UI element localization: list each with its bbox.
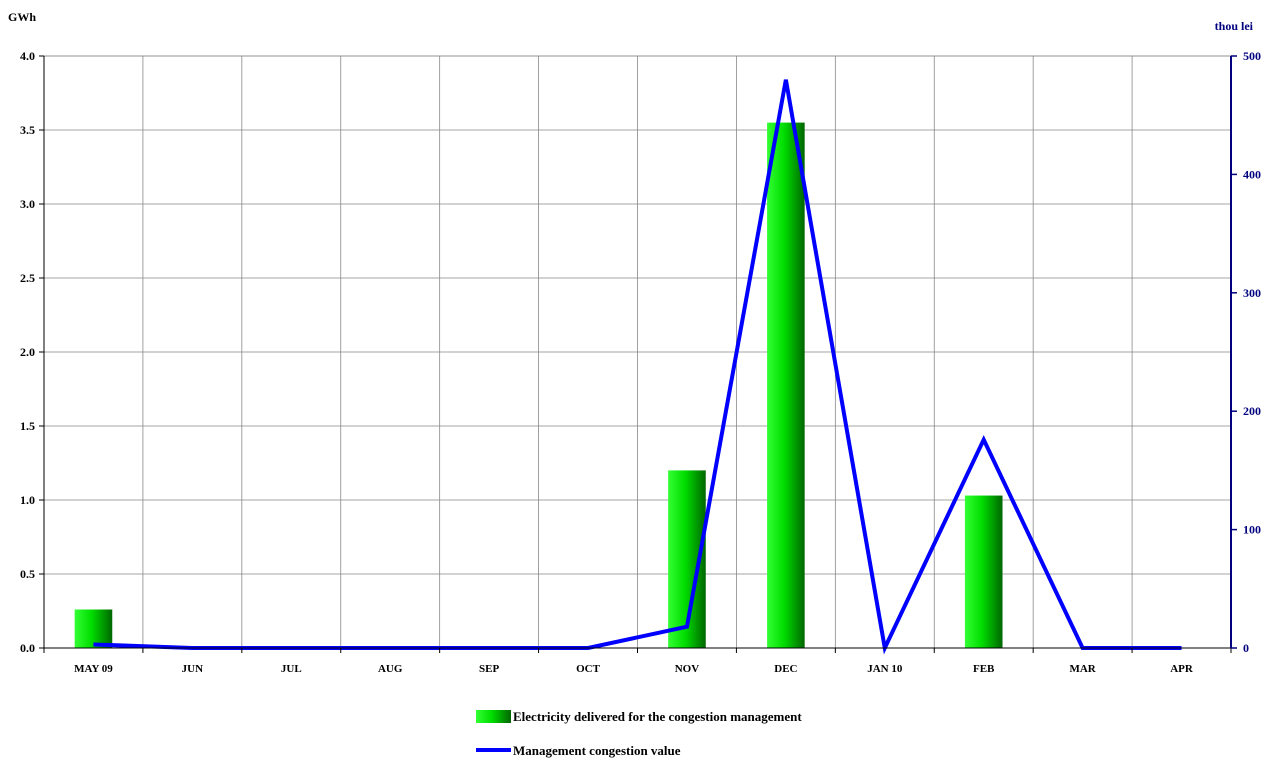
x-tick-label: AUG [378, 663, 403, 675]
x-tick-label: JUN [182, 663, 203, 675]
x-tick-label: JAN 10 [867, 663, 903, 675]
legend-swatch-bar [476, 710, 511, 723]
x-tick-label: MAY 09 [74, 663, 113, 675]
left-tick-label: 1.5 [20, 419, 35, 433]
left-tick-label: 2.0 [20, 345, 35, 359]
left-tick-label: 3.5 [20, 123, 35, 137]
left-tick-label: 0.0 [20, 641, 35, 655]
gridlines [44, 56, 1231, 648]
legend: Electricity delivered for the congestion… [476, 709, 802, 758]
x-tick-label: OCT [576, 663, 601, 675]
right-tick-label: 300 [1243, 286, 1261, 300]
left-axis-unit: GWh [8, 10, 36, 24]
right-tick-label: 500 [1243, 49, 1261, 63]
bar [75, 610, 113, 648]
legend-label-bar: Electricity delivered for the congestion… [513, 709, 802, 724]
x-tick-label: MAR [1069, 663, 1096, 675]
legend-item-line: Management congestion value [476, 743, 681, 758]
right-tick-label: 0 [1243, 641, 1249, 655]
bar [965, 496, 1003, 648]
legend-label-line: Management congestion value [513, 743, 681, 758]
left-tick-label: 1.0 [20, 493, 35, 507]
left-tick-label: 0.5 [20, 567, 35, 581]
right-tick-label: 100 [1243, 523, 1261, 537]
right-tick-label: 200 [1243, 404, 1261, 418]
x-tick-label: SEP [479, 663, 499, 675]
left-tick-label: 4.0 [20, 49, 35, 63]
right-axis-unit: thou lei [1215, 19, 1254, 33]
left-tick-label: 3.0 [20, 197, 35, 211]
left-tick-label: 2.5 [20, 271, 35, 285]
right-tick-label: 400 [1243, 167, 1261, 181]
tick-labels: 0.0 0.5 1.0 1.5 2.0 2.5 3.0 3.5 4.0 0 100 200 300 400… [20, 49, 1261, 675]
bar [767, 123, 805, 648]
x-tick-label: APR [1170, 663, 1194, 675]
legend-item-bar: Electricity delivered for the congestion… [476, 709, 802, 724]
axes [39, 56, 1237, 653]
x-tick-label: NOV [675, 663, 700, 675]
x-tick-label: FEB [973, 663, 995, 675]
x-tick-label: DEC [774, 663, 797, 675]
x-tick-label: JUL [281, 663, 302, 675]
